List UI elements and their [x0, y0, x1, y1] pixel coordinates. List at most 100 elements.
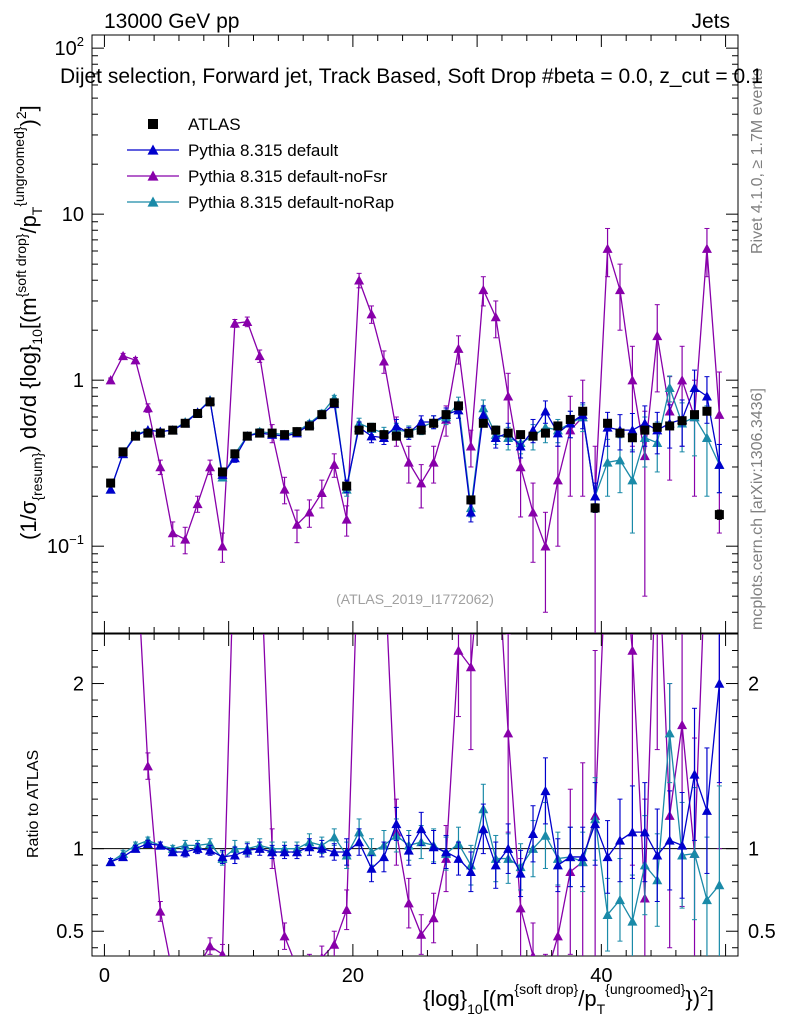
- data-point-pythia-8-315-default-nofsr: [378, 356, 389, 366]
- data-point-pythia-8-315-default-nofsr: [552, 931, 563, 941]
- data-point-pythia-8-315-default: [490, 432, 501, 442]
- data-point-pythia-8-315-default-nofsr: [428, 913, 439, 923]
- y-axis-label-ratio: Ratio to ATLAS: [25, 750, 42, 858]
- data-point-atlas: [429, 418, 439, 428]
- title-text: Dijet selection, Forward jet, Track Base…: [60, 65, 763, 88]
- data-point-pythia-8-315-default-norap: [689, 848, 700, 858]
- y-tick-label: 10−1: [47, 532, 84, 558]
- data-point-pythia-8-315-default: [478, 823, 489, 834]
- x-tick-label: 0: [99, 965, 110, 987]
- data-point-atlas: [292, 427, 302, 437]
- legend-entry: Pythia 8.315 default-noRap: [127, 193, 394, 212]
- data-point-pythia-8-315-default-norap: [701, 894, 712, 905]
- data-point-pythia-8-315-default-nofsr: [254, 350, 265, 361]
- data-point-pythia-8-315-default-nofsr: [602, 243, 613, 253]
- data-point-pythia-8-315-default: [590, 491, 601, 501]
- series-line-pythia-8-315-default: [110, 386, 721, 513]
- data-point-pythia-8-315-default-norap: [540, 830, 551, 840]
- data-point-pythia-8-315-default-nofsr: [652, 330, 663, 341]
- data-point-pythia-8-315-default-norap: [329, 832, 340, 842]
- data-point-pythia-8-315-default-nofsr: [130, 530, 140, 539]
- data-point-pythia-8-315-default: [639, 418, 650, 428]
- data-point-atlas: [416, 425, 426, 435]
- data-point-pythia-8-315-default: [205, 845, 216, 855]
- data-point-pythia-8-315-default-norap: [614, 455, 625, 465]
- svg-text:(1/σ{resum}) dσ/d {log}10[(m{s: (1/σ{resum}) dσ/d {log}10[(m{soft drop}/…: [11, 105, 45, 540]
- x-axis-label: {log}10[(m{soft drop}/pT{ungroomed}})2]: [423, 981, 714, 1017]
- ratio-y-tick-label-right: 2: [748, 674, 759, 696]
- data-point-pythia-8-315-default-nofsr: [528, 507, 539, 517]
- data-point-pythia-8-315-default-nofsr: [105, 375, 116, 385]
- legend-entry: ATLAS: [148, 115, 241, 134]
- data-point-pythia-8-315-default: [416, 416, 427, 427]
- data-point-pythia-8-315-default: [229, 850, 240, 860]
- data-point-pythia-8-315-default-nofsr: [292, 963, 302, 972]
- data-point-pythia-8-315-default-nofsr: [503, 728, 514, 738]
- data-point-pythia-8-315-default: [565, 851, 576, 862]
- data-point-atlas: [528, 431, 538, 441]
- data-point-pythia-8-315-default: [528, 828, 539, 839]
- data-point-pythia-8-315-default: [478, 409, 489, 419]
- data-point-pythia-8-315-default: [329, 846, 340, 857]
- data-point-pythia-8-315-default: [490, 860, 501, 870]
- legend-entry: Pythia 8.315 default: [127, 141, 339, 160]
- data-point-atlas: [267, 428, 277, 438]
- data-point-pythia-8-315-default: [341, 846, 352, 857]
- data-point-pythia-8-315-default-nofsr: [677, 719, 688, 730]
- data-point-atlas: [491, 425, 501, 435]
- data-point-pythia-8-315-default-nofsr: [403, 898, 414, 908]
- rivet-label: Rivet 4.1.0, ≥ 1.7M events: [749, 68, 766, 254]
- data-point-atlas: [230, 449, 240, 459]
- data-point-atlas: [690, 410, 700, 420]
- data-point-pythia-8-315-default: [515, 868, 526, 878]
- data-point-pythia-8-315-default: [664, 835, 675, 845]
- plot-title: Dijet selection, Forward jet, Track Base…: [60, 65, 763, 88]
- data-point-pythia-8-315-default: [689, 769, 700, 779]
- data-point-pythia-8-315-default: [180, 846, 191, 857]
- data-point-pythia-8-315-default-nofsr: [453, 645, 464, 655]
- data-point-pythia-8-315-default: [627, 425, 638, 435]
- data-point-pythia-8-315-default-norap: [602, 909, 613, 919]
- legend-entry: Pythia 8.315 default-noFsr: [127, 167, 388, 186]
- data-point-pythia-8-315-default-nofsr: [142, 402, 153, 413]
- axes: 0 20 40 102 10 1 10−1 0.5 0.5 1 1 2 2: [47, 34, 776, 987]
- data-point-atlas: [565, 414, 575, 424]
- data-point-pythia-8-315-default-nofsr: [142, 761, 153, 771]
- data-point-pythia-8-315-default-nofsr: [217, 541, 228, 551]
- data-point-atlas: [441, 410, 451, 420]
- data-point-atlas: [590, 503, 600, 513]
- data-point-atlas: [578, 406, 588, 416]
- data-point-pythia-8-315-default-nofsr: [130, 355, 141, 365]
- data-point-pythia-8-315-default: [217, 851, 228, 862]
- data-point-pythia-8-315-default-nofsr: [304, 507, 315, 517]
- data-point-atlas: [367, 422, 377, 432]
- data-point-pythia-8-315-default-nofsr: [229, 318, 240, 328]
- data-point-pythia-8-315-default-nofsr: [192, 498, 203, 509]
- data-point-atlas: [652, 422, 662, 432]
- data-point-atlas: [603, 418, 613, 428]
- data-point-atlas: [242, 431, 252, 441]
- data-point-pythia-8-315-default-nofsr: [701, 243, 712, 253]
- data-point-pythia-8-315-default-nofsr: [242, 316, 253, 326]
- legend-label: Pythia 8.315 default: [188, 141, 339, 160]
- data-point-atlas: [640, 425, 650, 435]
- data-point-pythia-8-315-default-nofsr: [503, 391, 514, 401]
- data-point-pythia-8-315-default-norap: [627, 916, 638, 926]
- svg-text:{log}10[(m{soft drop}/pT{ungro: {log}10[(m{soft drop}/pT{ungroomed}})2]: [423, 981, 714, 1017]
- data-point-pythia-8-315-default-nofsr: [329, 459, 340, 469]
- data-point-pythia-8-315-default: [366, 863, 377, 873]
- y-axis-label-main: (1/σ{resum}) dσ/d {log}10[(m{soft drop}/…: [11, 105, 45, 540]
- data-point-pythia-8-315-default-norap: [701, 432, 712, 442]
- data-point-pythia-8-315-default-nofsr: [465, 441, 476, 451]
- data-point-pythia-8-315-default-norap: [627, 475, 638, 485]
- data-point-atlas: [155, 428, 165, 438]
- data-point-pythia-8-315-default-nofsr: [403, 457, 414, 467]
- data-point-pythia-8-315-default-nofsr: [428, 457, 439, 467]
- data-point-pythia-8-315-default-nofsr: [614, 284, 625, 295]
- energy-label: 13000 GeV pp: [104, 10, 239, 33]
- legend-marker-atlas: [148, 119, 158, 129]
- data-point-atlas: [329, 398, 339, 408]
- data-point-pythia-8-315-default-nofsr: [180, 976, 190, 985]
- data-point-pythia-8-315-default: [316, 843, 327, 853]
- data-point-pythia-8-315-default: [291, 846, 302, 857]
